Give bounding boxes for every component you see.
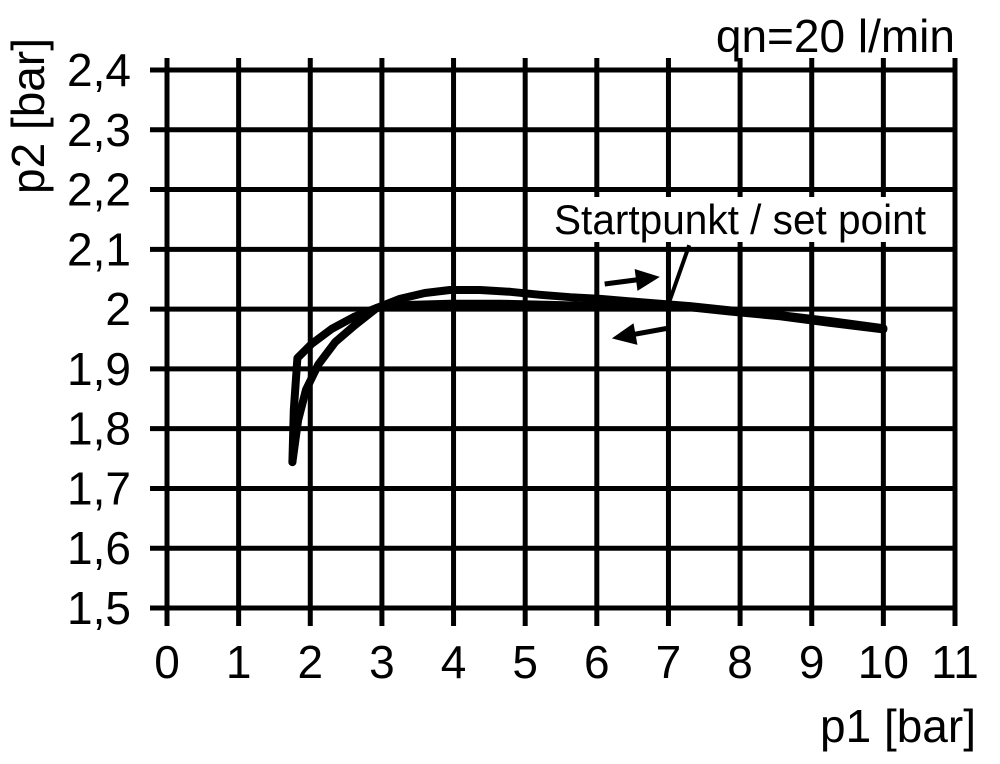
set-point-label: Startpunkt / set point <box>554 196 926 243</box>
y-tick-label: 2,2 <box>67 164 131 216</box>
direction-arrow-left-shaft <box>631 325 669 338</box>
x-axis-label: p1 [bar] <box>820 700 976 752</box>
y-tick-label: 1,8 <box>67 403 131 455</box>
y-tick-label: 1,7 <box>67 462 131 514</box>
set-point-label-background <box>548 197 932 242</box>
x-tick-label: 4 <box>441 636 467 688</box>
y-tick-label: 2,4 <box>67 44 131 96</box>
curves <box>288 286 888 467</box>
direction-arrow-right <box>604 269 660 291</box>
direction-arrow-right-head <box>634 269 660 291</box>
y-tick-label: 1,5 <box>67 582 131 634</box>
y-axis-label: p2 [bar] <box>2 38 54 194</box>
x-tick-label: 1 <box>226 636 252 688</box>
y-tick-label: 2 <box>105 283 131 335</box>
y-tick-label: 2,1 <box>67 223 131 275</box>
y-tick-label: 1,9 <box>67 343 131 395</box>
direction-arrow-left-head <box>611 323 638 345</box>
y-tick-label: 1,6 <box>67 522 131 574</box>
curve-return <box>288 299 888 467</box>
annotations <box>604 244 692 345</box>
y-tick-label: 2,3 <box>67 104 131 156</box>
flow-rate-label: qn=20 l/min <box>716 10 955 62</box>
x-tick-label: 9 <box>799 636 825 688</box>
grid <box>150 58 958 626</box>
x-tick-label: 3 <box>369 636 395 688</box>
tick-labels: 0 1 2 3 4 5 6 7 8 9 10 112,42,32,22,121,91,81,71,61… <box>67 44 979 688</box>
x-tick-label: 2 <box>297 636 323 688</box>
x-tick-label: 5 <box>512 636 538 688</box>
direction-arrow-left <box>611 323 669 345</box>
x-tick-label: 7 <box>656 636 682 688</box>
x-tick-label: 6 <box>584 636 610 688</box>
x-tick-label: 8 <box>727 636 753 688</box>
set-point-leader-line <box>665 244 692 307</box>
x-tick-label: 10 <box>858 636 909 688</box>
direction-arrow-right-shaft <box>604 276 641 287</box>
x-tick-label: 0 <box>154 636 180 688</box>
x-tick-label: 11 <box>931 636 979 688</box>
